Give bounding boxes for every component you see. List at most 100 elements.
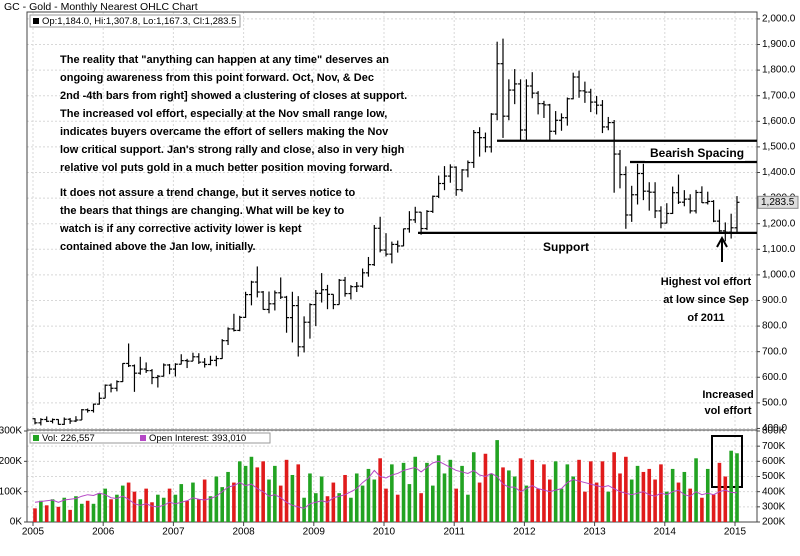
volume-bar — [483, 453, 488, 522]
x-tick-label: 2011 — [443, 527, 465, 538]
volume-bar — [524, 485, 529, 522]
volume-bar — [553, 461, 558, 522]
header-text: Op:1,184.0, Hi:1,307.8, Lo:1,167.3, Cl:1… — [42, 16, 236, 27]
y-tick-label: 900.0 — [762, 295, 787, 306]
volume-bar — [594, 482, 599, 522]
volume-bar — [466, 494, 470, 522]
volume-bar — [126, 482, 131, 522]
volume-bar — [103, 488, 107, 522]
arrow — [716, 235, 728, 262]
y-tick-label: 300K — [0, 426, 22, 437]
last-price-label: 1,283.5 — [761, 197, 795, 208]
volume-bar — [138, 499, 143, 522]
volume-bar — [290, 474, 295, 522]
y-tick-label: 1,700.0 — [762, 90, 796, 101]
x-tick-label: 2013 — [583, 527, 606, 538]
volume-bar — [85, 500, 90, 522]
x-tick-label: 2009 — [303, 527, 326, 538]
commentary-line: The increased vol effort, especially at … — [60, 108, 387, 120]
y-tick-label: 1,400.0 — [762, 167, 796, 178]
volume-bar — [197, 499, 201, 522]
annotation-label: at low since Sep — [663, 294, 749, 306]
volume-bar — [507, 470, 511, 522]
x-tick-label: 2012 — [513, 527, 536, 538]
volume-bar — [68, 509, 72, 522]
legend-swatch — [33, 435, 39, 441]
y2-tick-label: 800K — [762, 426, 786, 437]
x-tick-label: 2015 — [724, 527, 747, 538]
y-tick-label: 500.0 — [762, 398, 787, 409]
y-tick-label: 1,000.0 — [762, 270, 796, 281]
volume-bar — [682, 471, 687, 522]
volume-bar — [530, 459, 535, 522]
y-tick-label: 1,600.0 — [762, 116, 796, 127]
volume-bar — [571, 476, 575, 522]
volume-bar — [536, 488, 540, 522]
y-tick-label: 1,500.0 — [762, 142, 796, 153]
y-tick-label: 1,900.0 — [762, 39, 796, 50]
y-tick-label: 600.0 — [762, 372, 787, 383]
volume-bar — [705, 468, 710, 522]
volume-bar — [243, 465, 248, 522]
y2-tick-label: 300K — [762, 501, 786, 512]
volume-bar — [436, 455, 441, 522]
volume-bar — [331, 482, 336, 522]
volume-bar — [360, 485, 365, 522]
annotation-label: Increased — [702, 389, 753, 401]
volume-bar — [319, 476, 324, 522]
volume-bar — [583, 491, 587, 522]
volume-bar — [185, 500, 189, 522]
volume-bar — [600, 461, 605, 522]
volume-bar — [676, 482, 681, 522]
volume-bar — [150, 502, 154, 522]
volume-bar — [717, 462, 722, 522]
volume-bar — [448, 459, 453, 522]
volume-bar — [115, 494, 119, 522]
volume-bar — [302, 497, 306, 522]
y2-tick-label: 700K — [762, 441, 786, 452]
volume-bar — [653, 479, 657, 522]
y-tick-label: 200K — [0, 456, 22, 467]
volume-bar — [56, 506, 61, 522]
volume-bar — [419, 493, 423, 522]
volume-bar — [454, 488, 458, 522]
volume-bar — [354, 473, 359, 522]
volume-bar — [665, 491, 669, 522]
y-tick-label: 700.0 — [762, 346, 787, 357]
volume-bar — [343, 474, 347, 522]
volume-bar — [559, 488, 564, 522]
volume-bar — [407, 484, 412, 522]
volume-bar — [220, 487, 224, 522]
volume-bar — [202, 479, 207, 522]
annotation-label: Highest vol effort — [661, 276, 752, 288]
volume-bar — [670, 468, 675, 522]
commentary-line: the bears that things are changing. What… — [60, 205, 344, 217]
volume-bar — [44, 505, 49, 522]
volume-bar — [226, 471, 230, 522]
volume-bar — [325, 496, 330, 522]
volume-bar — [501, 467, 505, 522]
volume-bar — [489, 473, 494, 522]
commentary-line: watch is if any corrective activity lowe… — [59, 223, 302, 235]
volume-bar — [91, 503, 96, 522]
y-tick-label: 2,000.0 — [762, 14, 796, 25]
volume-bar — [120, 485, 125, 522]
volume-bar — [723, 476, 728, 522]
volume-bar — [308, 473, 312, 522]
volume-bar — [735, 453, 739, 522]
volume-bar — [50, 499, 55, 522]
volume-bar — [173, 494, 178, 522]
volume-bar — [460, 465, 464, 522]
volume-bar — [688, 488, 692, 522]
volume-bar — [33, 508, 37, 522]
y-tick-label: 1,200.0 — [762, 218, 796, 229]
volume-bar — [518, 458, 523, 522]
x-tick-label: 2005 — [22, 527, 45, 538]
y-tick-label: 0K — [10, 517, 23, 528]
volume-bar — [700, 497, 704, 522]
volume-bar — [273, 465, 277, 522]
y2-tick-label: 400K — [762, 486, 786, 497]
volume-bar — [132, 491, 137, 522]
volume-bar — [237, 461, 242, 522]
